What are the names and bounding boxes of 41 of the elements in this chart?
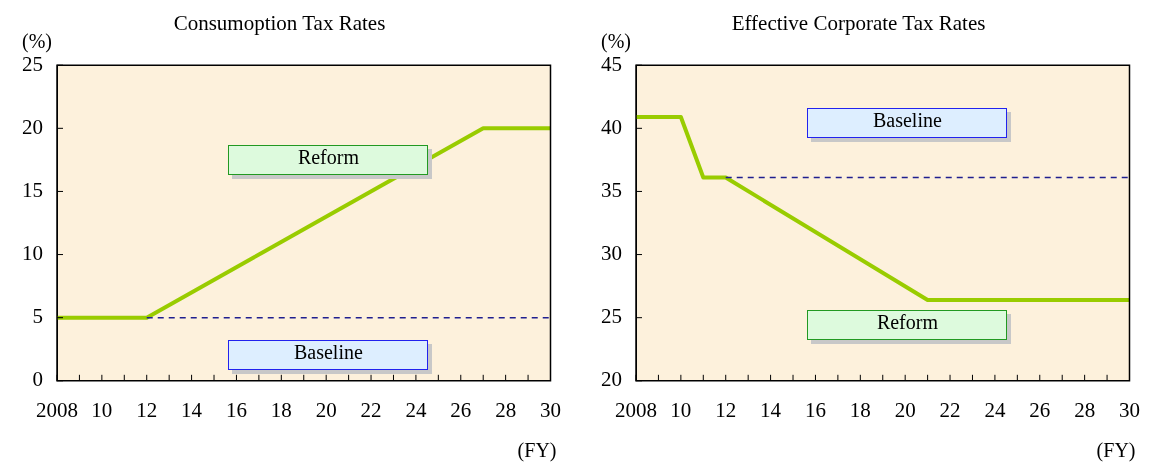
name-tag: Reform: [228, 145, 429, 176]
x-tick-label: 28: [1074, 397, 1096, 422]
x-tick-label: 16: [225, 397, 247, 422]
x-tick-label: 14: [181, 397, 203, 422]
y-tick-label: 5: [32, 304, 43, 329]
x-tick-label: 10: [91, 397, 113, 422]
x-axis-title: (FY): [1096, 439, 1136, 463]
y-axis-title: (%): [22, 30, 52, 54]
x-tick-label: 18: [849, 397, 871, 422]
chart-title: Consumoption Tax Rates: [173, 11, 386, 36]
x-tick-label: 30: [540, 397, 561, 422]
y-axis-title: (%): [601, 30, 631, 54]
y-tick-label: 20: [601, 367, 622, 392]
x-tick-label: 22: [360, 397, 382, 422]
x-tick-label: 12: [715, 397, 737, 422]
x-tick-label: 12: [136, 397, 158, 422]
x-tick-label: 26: [1029, 397, 1051, 422]
y-tick-label: 15: [22, 177, 43, 202]
x-tick-label: 16: [804, 397, 826, 422]
x-axis-title: (FY): [517, 439, 557, 463]
x-tick-label: 26: [450, 397, 472, 422]
chart-title: Effective Corporate Tax Rates: [731, 11, 986, 36]
y-tick-label: 25: [601, 304, 622, 329]
y-tick-label: 35: [601, 177, 622, 202]
x-tick-label: 30: [1119, 397, 1140, 422]
x-tick-label: 14: [760, 397, 782, 422]
x-tick-label: 28: [495, 397, 517, 422]
y-tick-label: 40: [601, 114, 622, 139]
y-tick-label: 30: [601, 241, 622, 266]
x-tick-label: 24: [405, 397, 427, 422]
x-tick-label: 22: [939, 397, 961, 422]
x-tick-label: 10: [670, 397, 692, 422]
x-tick-label: 2008: [615, 397, 657, 422]
y-tick-label: 0: [32, 367, 43, 392]
x-tick-label: 24: [984, 397, 1006, 422]
y-tick-label: 20: [22, 114, 43, 139]
x-tick-label: 18: [270, 397, 292, 422]
x-tick-label: 20: [315, 397, 337, 422]
y-tick-label: 10: [22, 241, 43, 266]
x-tick-label: 20: [894, 397, 916, 422]
x-tick-label: 2008: [36, 397, 78, 422]
